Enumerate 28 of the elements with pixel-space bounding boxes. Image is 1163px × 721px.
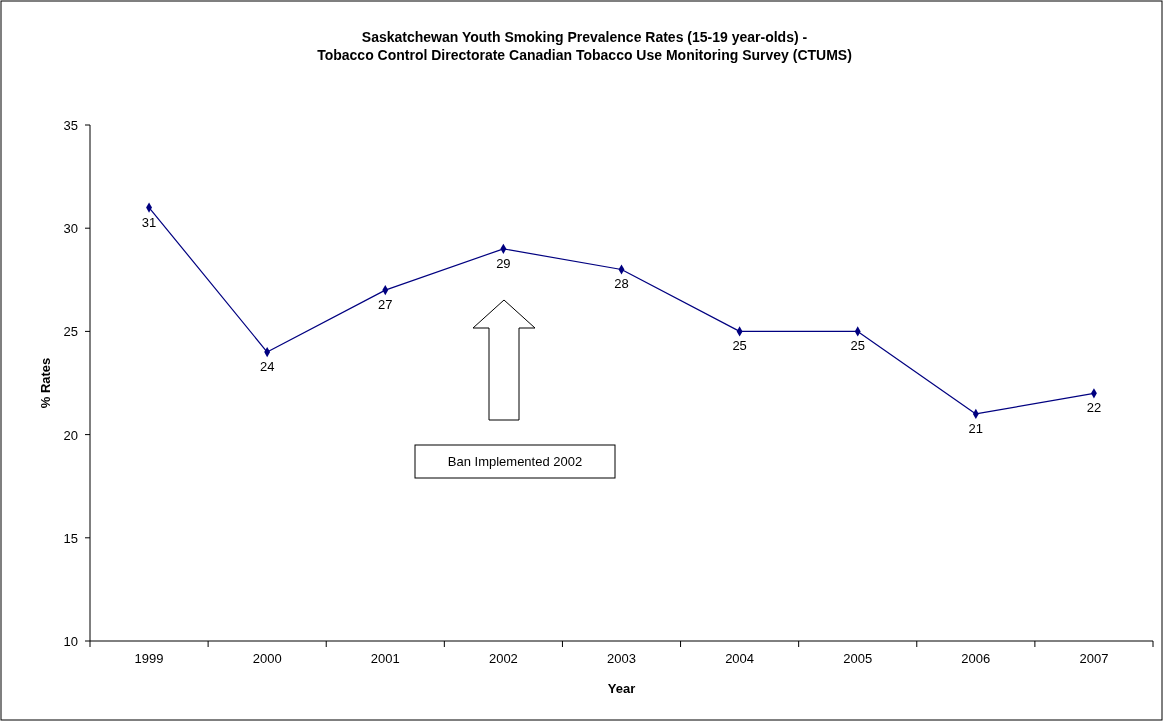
x-tick-label: 2004	[725, 651, 755, 666]
data-label: 21	[968, 420, 984, 436]
data-label: 24	[259, 359, 275, 375]
x-tick-label: 2007	[1079, 651, 1109, 666]
y-tick-label: 20	[63, 427, 78, 443]
y-axis-title: % Rates	[38, 357, 53, 409]
x-tick-label: 2005	[843, 651, 873, 666]
y-tick-label: 10	[63, 634, 78, 649]
x-axis-title: Year	[607, 681, 636, 696]
x-tick-label: 2000	[252, 651, 282, 666]
x-tick-label: 2003	[607, 651, 636, 666]
x-tick-label: 2001	[370, 651, 400, 666]
data-label: 28	[614, 276, 629, 292]
x-tick-label: 2002	[488, 651, 518, 666]
data-label: 25	[732, 338, 747, 354]
annotation: Ban Implemented 2002	[447, 454, 583, 469]
data-label: 22	[1086, 400, 1102, 416]
data-label: 25	[850, 338, 865, 354]
data-label: 29	[496, 255, 511, 271]
y-tick-label: 15	[63, 530, 78, 546]
data-label: 27	[378, 297, 393, 313]
x-tick-label: 2006	[961, 651, 991, 666]
y-tick-label: 25	[63, 324, 78, 340]
y-tick-label: 30	[63, 221, 78, 237]
y-tick-label: 35	[63, 118, 78, 133]
data-label: 31	[141, 214, 157, 230]
chart-title: Saskatchewan Youth Smoking Prevalence Rates (15-19 year-olds) - Tobacco Control Directorate Canadian Tobacco Use Monitoring Survey (CTUMS)	[317, 29, 852, 63]
x-tick-label: 1999	[134, 651, 164, 666]
